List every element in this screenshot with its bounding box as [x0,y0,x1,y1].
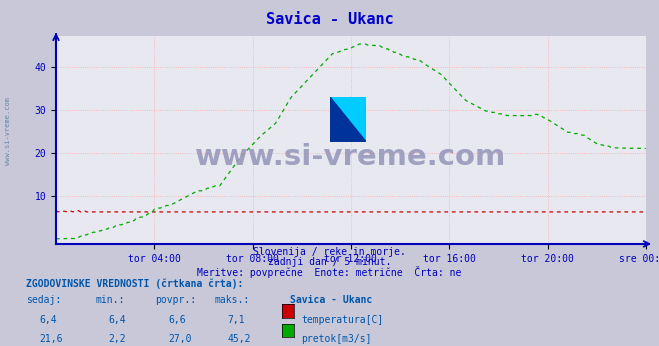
Polygon shape [330,97,366,142]
Text: 45,2: 45,2 [227,334,251,344]
Text: www.si-vreme.com: www.si-vreme.com [5,98,11,165]
Text: min.:: min.: [96,295,125,305]
Text: Savica - Ukanc: Savica - Ukanc [290,295,372,305]
Text: 27,0: 27,0 [168,334,192,344]
Polygon shape [330,97,366,142]
Text: 6,4: 6,4 [109,315,127,325]
Text: 2,2: 2,2 [109,334,127,344]
Text: 7,1: 7,1 [227,315,245,325]
Text: povpr.:: povpr.: [155,295,196,305]
Text: 21,6: 21,6 [40,334,63,344]
Text: zadnji dan / 5 minut.: zadnji dan / 5 minut. [268,257,391,267]
Text: 6,6: 6,6 [168,315,186,325]
Text: www.si-vreme.com: www.si-vreme.com [195,143,507,171]
Text: maks.:: maks.: [214,295,249,305]
Text: Meritve: povprečne  Enote: metrične  Črta: ne: Meritve: povprečne Enote: metrične Črta:… [197,266,462,278]
Text: pretok[m3/s]: pretok[m3/s] [301,334,372,344]
Text: 6,4: 6,4 [40,315,57,325]
Text: Slovenija / reke in morje.: Slovenija / reke in morje. [253,247,406,257]
Text: sedaj:: sedaj: [26,295,61,305]
Text: ZGODOVINSKE VREDNOSTI (črtkana črta):: ZGODOVINSKE VREDNOSTI (črtkana črta): [26,279,244,289]
Text: temperatura[C]: temperatura[C] [301,315,384,325]
Text: Savica - Ukanc: Savica - Ukanc [266,12,393,27]
